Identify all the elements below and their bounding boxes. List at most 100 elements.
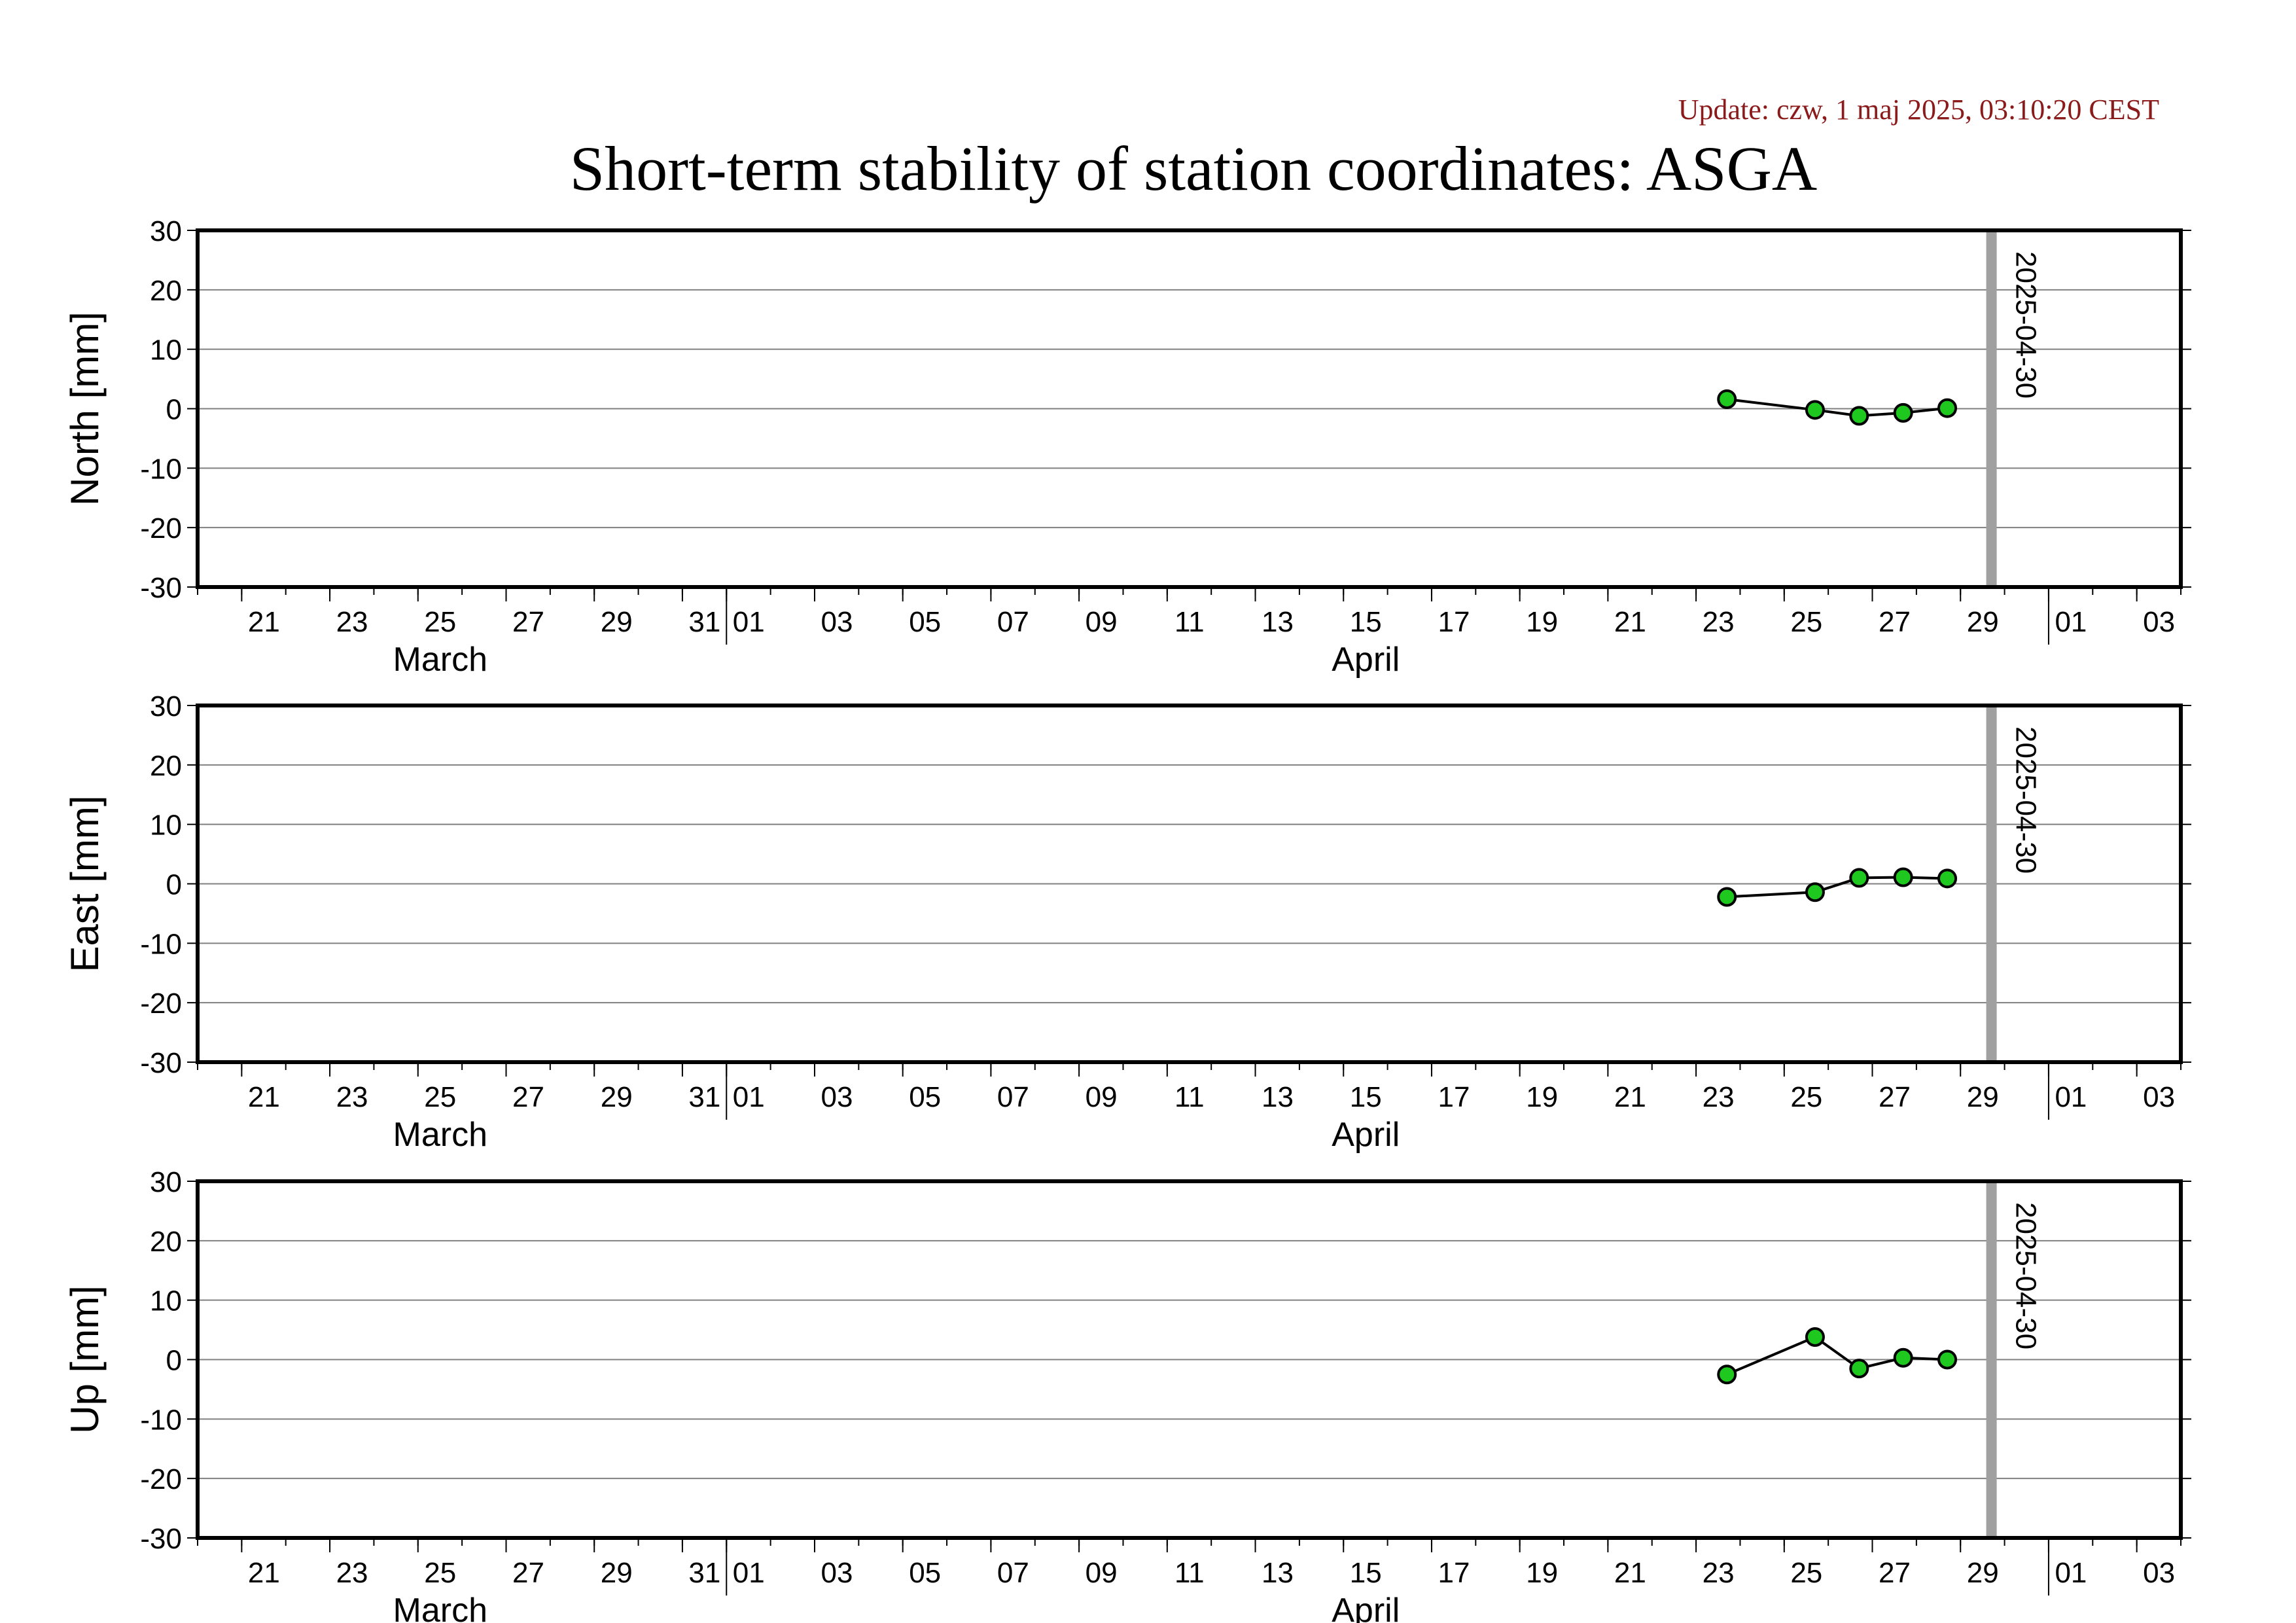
data-point: [1893, 1347, 1913, 1368]
y-tick-label: -10: [140, 453, 182, 485]
x-tick-label: 19: [1526, 1557, 1558, 1589]
month-label: March: [393, 641, 487, 679]
month-label: April: [1332, 1116, 1400, 1154]
y-tick-label: -30: [140, 572, 182, 604]
data-point: [1893, 867, 1913, 887]
data-point: [1805, 400, 1825, 420]
x-tick-label: 23: [1703, 1557, 1735, 1589]
x-tick-label: 23: [336, 1557, 368, 1589]
x-tick-label: 11: [1174, 1081, 1205, 1113]
data-point: [1717, 389, 1737, 409]
x-tick-label: 25: [424, 1557, 456, 1589]
x-tick-label: 21: [248, 1557, 280, 1589]
data-point: [1893, 402, 1913, 423]
x-tick-label: 25: [1790, 606, 1822, 638]
data-point: [1717, 887, 1737, 907]
x-tick-label: 07: [997, 606, 1029, 638]
data-point: [1849, 406, 1869, 426]
y-tick-label: -10: [140, 928, 182, 960]
x-tick-label: 31: [688, 1081, 720, 1113]
x-tick-label: 23: [1703, 606, 1735, 638]
x-tick-label: 03: [2143, 606, 2175, 638]
x-tick-label: 05: [909, 1557, 941, 1589]
x-tick-label: 27: [512, 606, 544, 638]
y-tick-label: 0: [166, 869, 182, 901]
plot-frame: [196, 1179, 2183, 1540]
y-axis-label: East [mm]: [63, 795, 107, 972]
y-tick-label: 30: [150, 690, 182, 722]
x-tick-label: 07: [997, 1081, 1029, 1113]
data-point: [1805, 882, 1825, 902]
x-tick-label: 29: [1967, 606, 1999, 638]
y-tick-label: 0: [166, 394, 182, 426]
month-label: April: [1332, 1592, 1400, 1623]
x-tick-label: 17: [1438, 1081, 1470, 1113]
y-tick-label: 20: [150, 275, 182, 307]
x-tick-label: 17: [1438, 606, 1470, 638]
y-tick-label: 20: [150, 1226, 182, 1258]
x-tick-label: 21: [1614, 1081, 1646, 1113]
y-tick-label: 0: [166, 1345, 182, 1377]
plot-frame: [196, 704, 2183, 1064]
x-tick-label: 25: [1790, 1081, 1822, 1113]
x-tick-label: 29: [601, 1557, 633, 1589]
x-tick-label: 27: [1879, 606, 1911, 638]
x-tick-label: 29: [601, 606, 633, 638]
x-tick-label: 27: [1879, 1081, 1911, 1113]
data-point: [1717, 1364, 1737, 1385]
y-tick-label: -10: [140, 1404, 182, 1436]
current-date-label: 2025-04-30: [2010, 251, 2042, 399]
y-tick-label: -30: [140, 1047, 182, 1079]
data-point: [1937, 398, 1958, 418]
x-tick-label: 03: [821, 1081, 853, 1113]
y-axis-label: North [mm]: [63, 312, 107, 506]
x-tick-label: 03: [821, 1557, 853, 1589]
x-tick-label: 17: [1438, 1557, 1470, 1589]
x-tick-label: 29: [1967, 1557, 1999, 1589]
data-point: [1805, 1327, 1825, 1347]
x-tick-label: 01: [2055, 1081, 2087, 1113]
x-tick-label: 03: [2143, 1557, 2175, 1589]
x-tick-label: 29: [1967, 1081, 1999, 1113]
x-tick-label: 01: [2055, 1557, 2087, 1589]
data-point: [1937, 868, 1958, 889]
data-point: [1849, 1359, 1869, 1379]
x-tick-label: 25: [424, 606, 456, 638]
x-tick-label: 25: [424, 1081, 456, 1113]
x-tick-label: 13: [1262, 1557, 1294, 1589]
month-label: April: [1332, 641, 1400, 679]
x-tick-label: 23: [336, 1081, 368, 1113]
x-tick-label: 27: [512, 1557, 544, 1589]
x-tick-label: 19: [1526, 1081, 1558, 1113]
x-tick-label: 01: [733, 1081, 765, 1113]
y-tick-label: -20: [140, 1463, 182, 1495]
y-tick-label: 10: [150, 810, 182, 842]
current-date-label: 2025-04-30: [2010, 726, 2042, 874]
y-tick-label: 10: [150, 1285, 182, 1317]
current-date-label: 2025-04-30: [2010, 1202, 2042, 1349]
x-tick-label: 15: [1350, 606, 1382, 638]
plot-frame: [196, 228, 2183, 589]
month-label: March: [393, 1116, 487, 1154]
x-tick-label: 19: [1526, 606, 1558, 638]
x-tick-label: 09: [1086, 606, 1118, 638]
x-tick-label: 29: [601, 1081, 633, 1113]
data-point: [1849, 868, 1869, 888]
x-tick-label: 27: [512, 1081, 544, 1113]
x-tick-label: 09: [1086, 1557, 1118, 1589]
x-tick-label: 03: [821, 606, 853, 638]
x-tick-label: 27: [1879, 1557, 1911, 1589]
x-tick-label: 15: [1350, 1557, 1382, 1589]
x-tick-label: 23: [1703, 1081, 1735, 1113]
y-axis-label: Up [mm]: [63, 1285, 107, 1434]
x-tick-label: 21: [248, 1081, 280, 1113]
data-point: [1937, 1349, 1958, 1370]
x-tick-label: 31: [688, 606, 720, 638]
x-tick-label: 13: [1262, 1081, 1294, 1113]
y-tick-label: -20: [140, 988, 182, 1020]
x-tick-label: 21: [1614, 606, 1646, 638]
x-tick-label: 23: [336, 606, 368, 638]
